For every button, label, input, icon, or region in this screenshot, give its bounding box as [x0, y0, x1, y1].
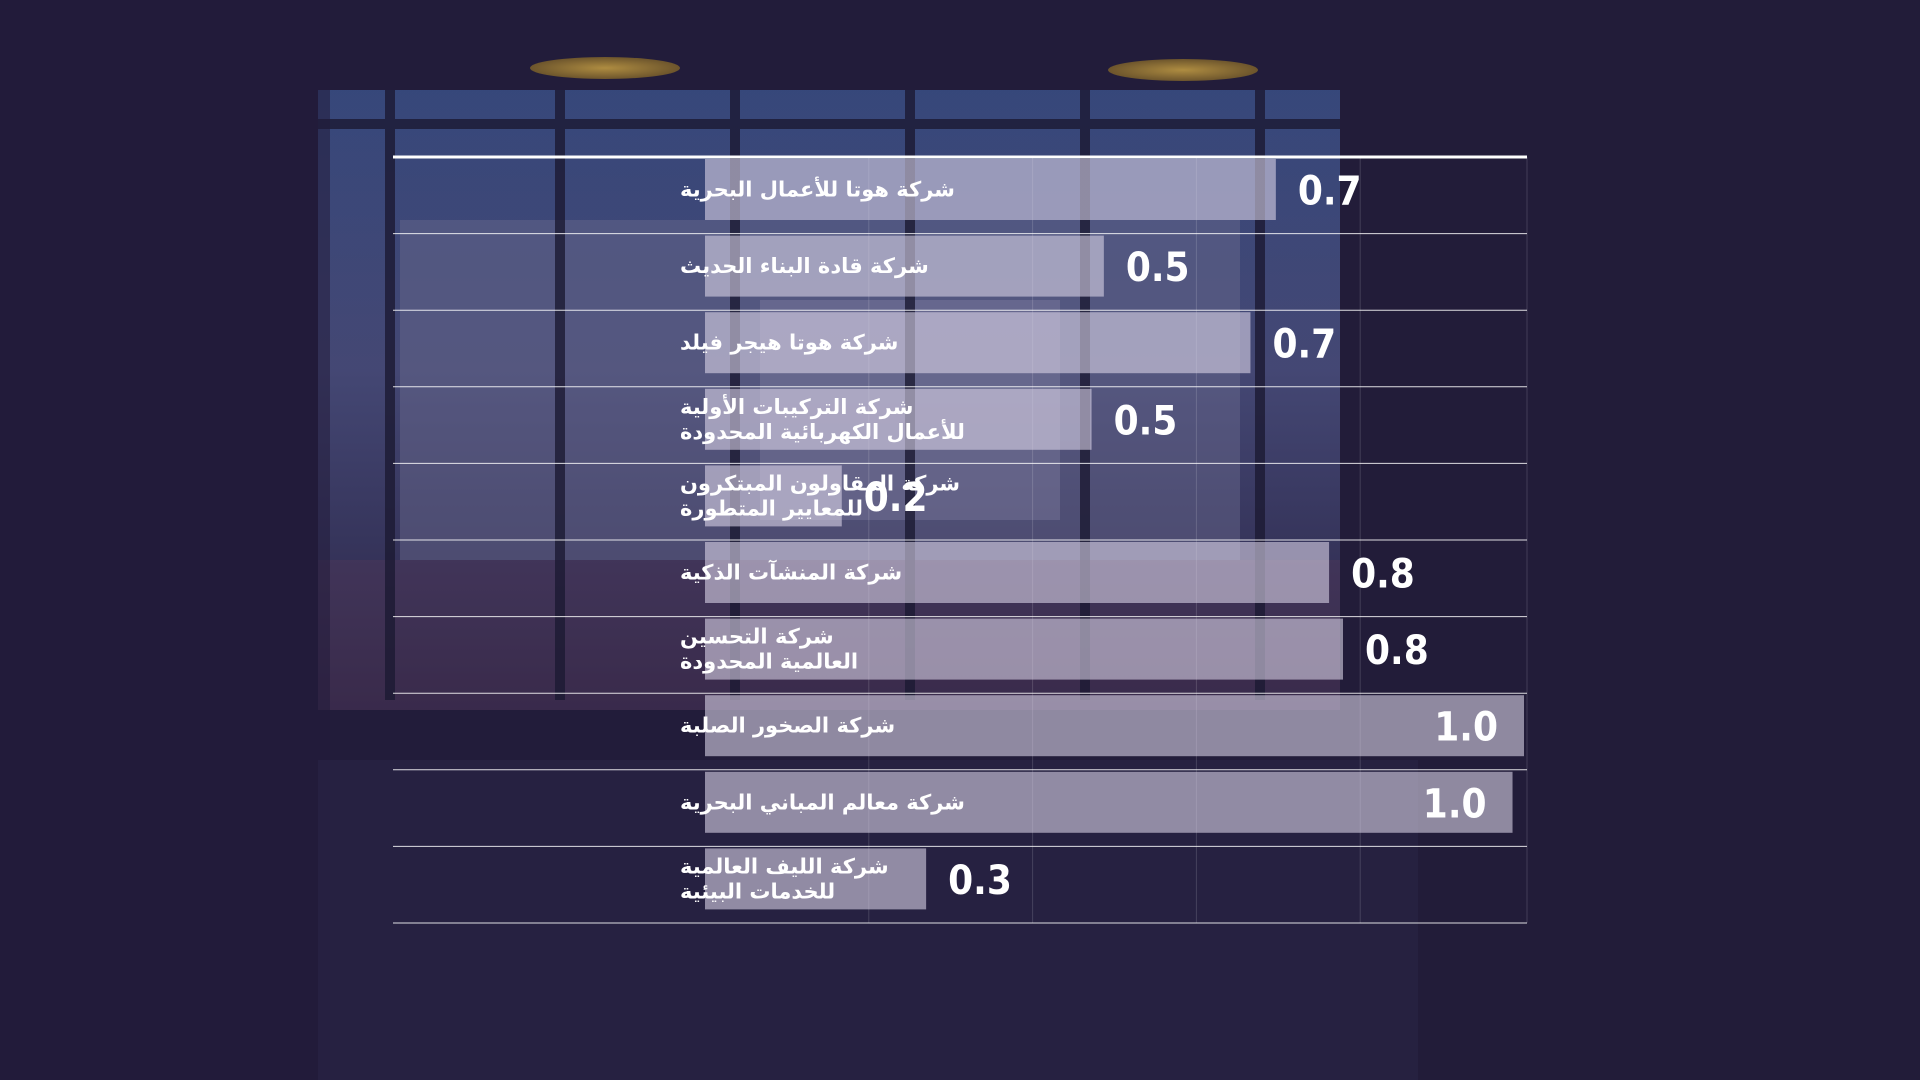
row-dividers [393, 155, 1527, 924]
category-label: شركة هوتا للأعمال البحرية [680, 176, 955, 202]
value-label: 0.8 [1351, 552, 1415, 598]
category-label: شركة الصخور الصلبة [680, 714, 895, 738]
category-label: شركة الليف العالمية للخدمات البيئية [680, 854, 889, 903]
category-label: شركة هوتا هيجر فيلد [680, 331, 898, 355]
bar [705, 159, 1276, 220]
value-label: 0.2 [864, 475, 928, 521]
bar [705, 848, 927, 910]
bar [705, 695, 1524, 757]
bar [705, 771, 1513, 833]
category-label: شركة قادة البناء الحديث [680, 254, 929, 278]
bar [705, 465, 842, 527]
value-label: 0.5 [1114, 398, 1178, 444]
bar [705, 312, 1251, 374]
bars [705, 159, 1524, 910]
category-label: شركة المقاولون المبتكرون للمعايير المتطور… [680, 471, 960, 520]
value-label: 0.8 [1365, 628, 1429, 674]
category-label: شركة التحسين العالمية المحدودة [680, 625, 858, 674]
bar [705, 235, 1104, 297]
bar [705, 542, 1330, 603]
value-label: 0.7 [1272, 322, 1336, 368]
category-label: شركة التركيبات الأولية للأعمال الكهربائية… [680, 393, 965, 444]
value-label: 0.3 [948, 858, 1012, 904]
category-label: شركة معالم المباني البحرية [680, 790, 965, 814]
category-label: شركة المنشآت الذكية [680, 560, 902, 585]
value-label: 0.5 [1126, 245, 1190, 291]
value-labels: 0.70.50.70.50.20.80.81.01.00.3 [864, 169, 1498, 904]
category-labels: شركة هوتا للأعمال البحرية شركة قادة البنا… [680, 176, 965, 904]
value-label: 1.0 [1434, 705, 1498, 751]
bar [705, 618, 1344, 680]
bar [705, 388, 1092, 450]
value-label: 1.0 [1423, 781, 1487, 827]
value-label: 0.7 [1298, 169, 1362, 215]
